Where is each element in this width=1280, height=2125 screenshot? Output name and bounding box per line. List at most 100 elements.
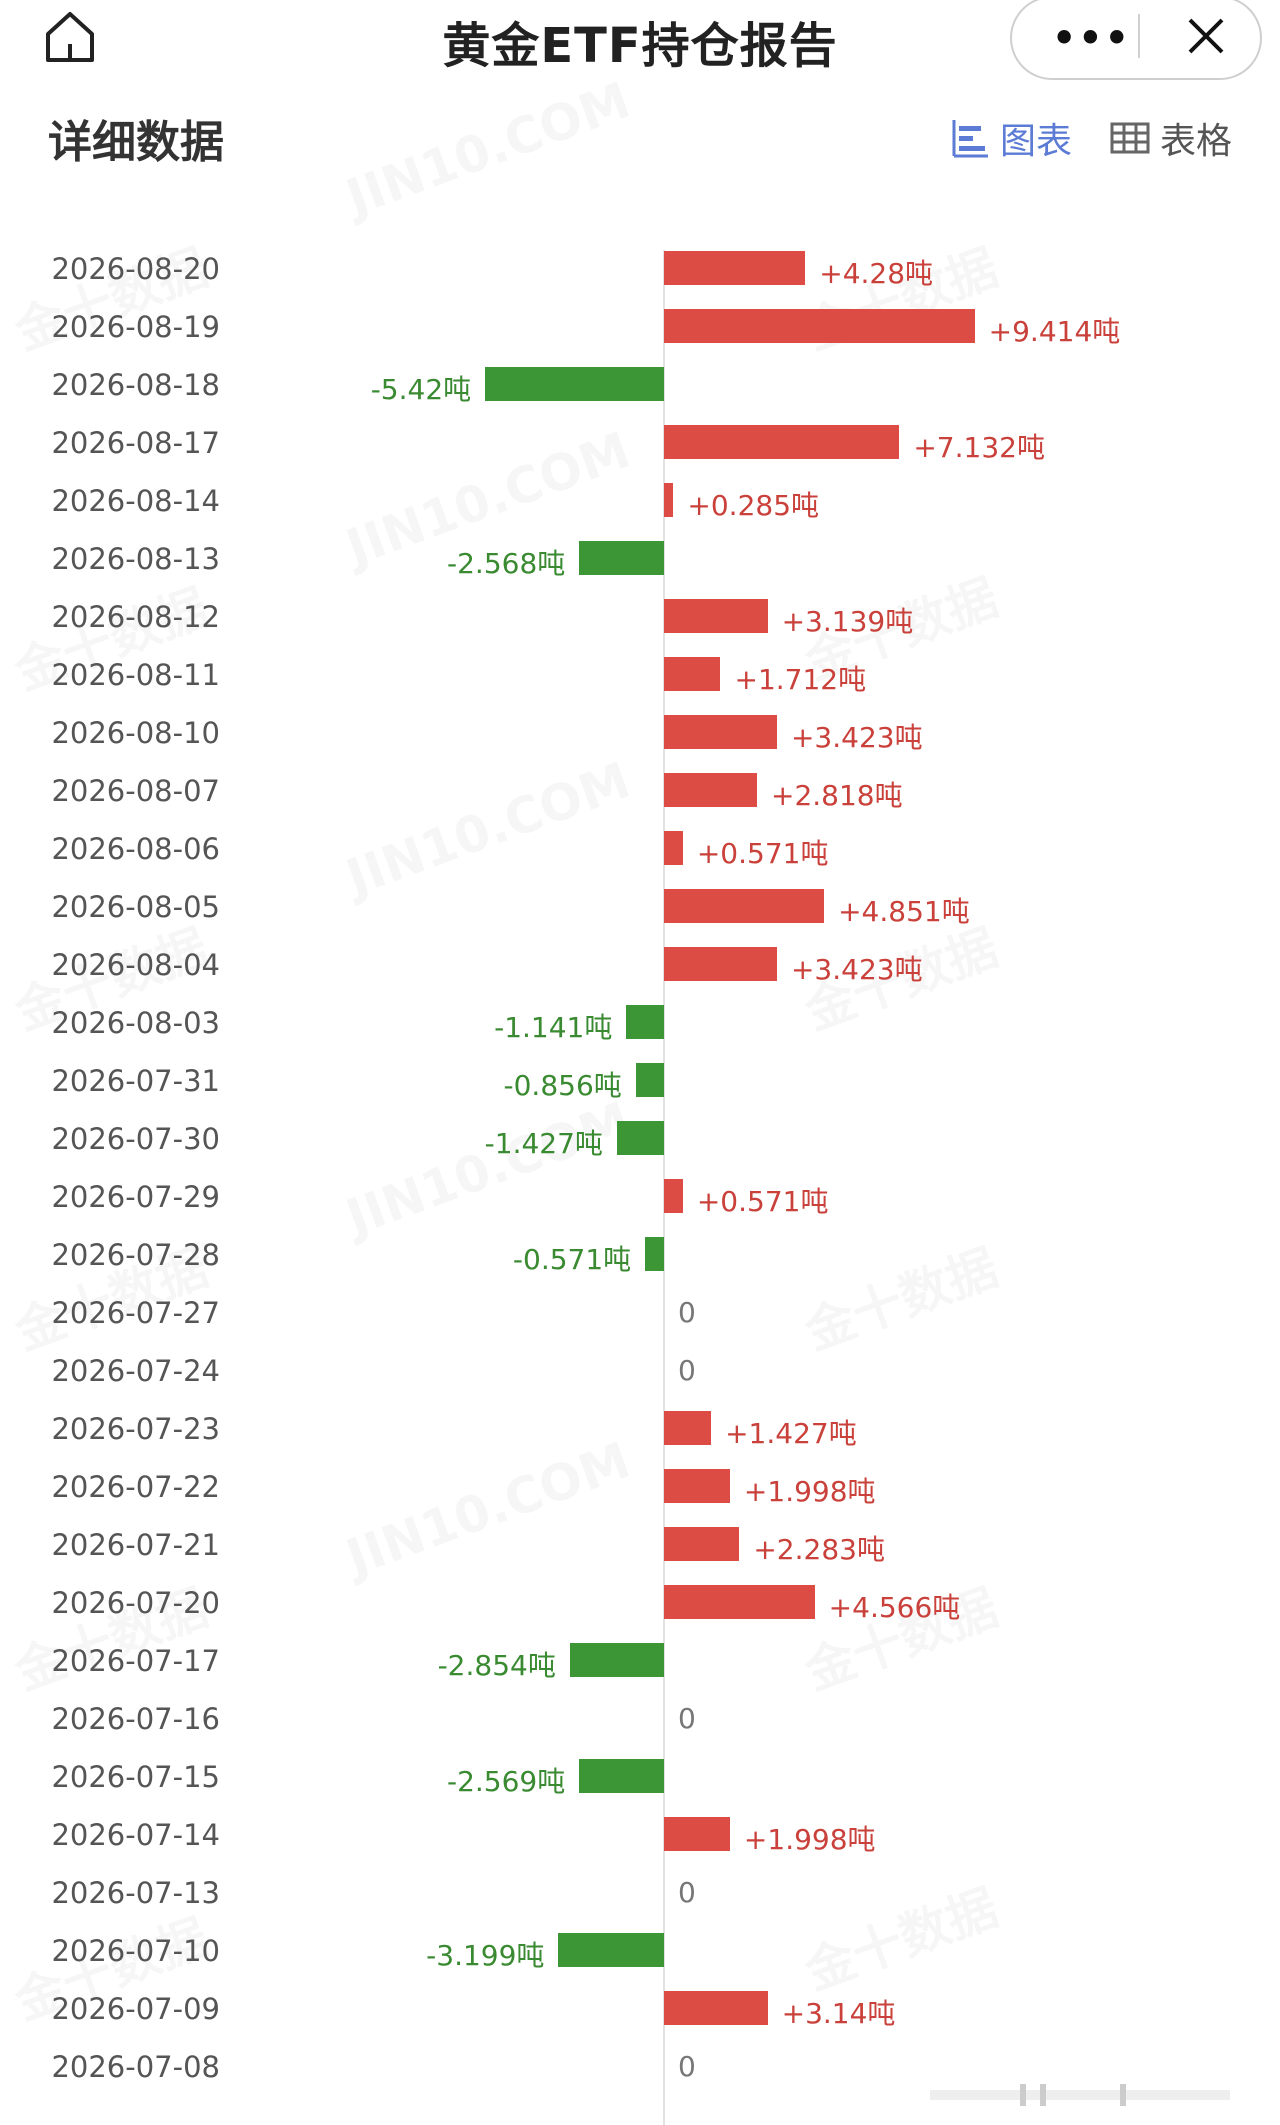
value-label: -2.569吨 [446,1765,566,1798]
bar-positive[interactable] [664,1527,740,1561]
chart-row: 2026-08-04 +3.423吨 [0,936,1280,994]
capsule-divider [1138,14,1140,58]
bar-chart-icon [952,120,988,158]
date-label: 2026-07-23 [51,1412,220,1446]
section-title: 详细数据 [48,117,224,168]
chart-row: 2026-08-10 +3.423吨 [0,704,1280,762]
bar-positive[interactable] [664,657,721,691]
bar-negative[interactable] [579,1759,664,1793]
chart-row: 2026-07-10 -3.199吨 [0,1922,1280,1980]
date-label: 2026-07-24 [51,1354,220,1388]
value-label: -1.427吨 [484,1127,603,1160]
mini-program-capsule: ••• [1010,0,1262,80]
value-label: +1.712吨 [734,663,867,696]
value-label: -3.199吨 [426,1939,545,1972]
chart-row: 2026-07-29 +0.571吨 [0,1168,1280,1226]
chart-row: 2026-07-17 -2.854吨 [0,1632,1280,1690]
bar-negative[interactable] [626,1005,664,1039]
chart-row: 2026-08-19 +9.414吨 [0,298,1280,356]
bar-positive[interactable] [664,1179,683,1213]
date-label: 2026-08-12 [51,600,220,634]
bar-negative[interactable] [579,541,664,575]
close-icon[interactable] [1182,12,1230,60]
bar-positive[interactable] [664,889,825,923]
chart-row: 2026-08-11 +1.712吨 [0,646,1280,704]
date-label: 2026-07-14 [51,1818,220,1852]
chart-row: 2026-07-20 +4.566吨 [0,1574,1280,1632]
bar-positive[interactable] [664,1469,730,1503]
date-label: 2026-07-30 [51,1122,220,1156]
bar-negative[interactable] [558,1933,664,1967]
page-title: 黄金ETF持仓报告 [442,18,838,74]
chart-row: 2026-08-14 +0.285吨 [0,472,1280,530]
date-label: 2026-07-28 [51,1238,220,1272]
chart-row: 2026-07-13 0 [0,1864,1280,1922]
value-label: +3.139吨 [781,605,914,638]
value-label: +1.427吨 [725,1417,857,1450]
date-label: 2026-08-19 [51,310,220,344]
date-label: 2026-07-16 [51,1702,220,1736]
date-label: 2026-08-18 [51,368,220,402]
bar-positive[interactable] [664,1991,768,2025]
chart-toggle-label: 图表 [1000,121,1073,162]
date-label: 2026-07-10 [51,1934,220,1968]
bar-positive[interactable] [664,599,768,633]
chart-row: 2026-07-22 +1.998吨 [0,1458,1280,1516]
bar-positive[interactable] [664,1817,730,1851]
footer-decoration [930,2084,1230,2106]
chart-row: 2026-07-08 0 [0,2038,1280,2096]
more-button[interactable]: ••• [1052,16,1131,60]
value-label: 0 [678,1354,696,1387]
value-label: +4.28吨 [819,257,934,290]
bar-positive[interactable] [664,947,777,981]
date-label: 2026-07-13 [51,1876,220,1910]
date-label: 2026-07-09 [51,1992,220,2026]
chart-row: 2026-07-27 0 [0,1284,1280,1342]
value-label: +0.571吨 [696,1185,829,1218]
bar-positive[interactable] [664,483,674,517]
home-icon [46,12,94,62]
chart-row: 2026-07-16 0 [0,1690,1280,1748]
bar-positive[interactable] [664,251,806,285]
bar-positive[interactable] [664,309,975,343]
chart-row: 2026-08-12 +3.139吨 [0,588,1280,646]
chart-row: 2026-08-06 +0.571吨 [0,820,1280,878]
chart-row: 2026-07-30 -1.427吨 [0,1110,1280,1168]
value-label: +2.283吨 [753,1533,885,1566]
date-label: 2026-07-15 [51,1760,220,1794]
value-label: +1.998吨 [743,1475,876,1508]
value-label: -0.856吨 [503,1069,622,1102]
date-label: 2026-08-14 [51,484,220,518]
value-label: 0 [678,1702,696,1735]
nav-bar: 黄金ETF持仓报告 ••• [0,0,1280,80]
value-label: +1.998吨 [743,1823,876,1856]
bar-positive[interactable] [664,715,777,749]
date-label: 2026-08-05 [51,890,220,924]
date-label: 2026-07-27 [51,1296,220,1330]
value-label: -2.854吨 [437,1649,556,1682]
bar-negative[interactable] [635,1063,664,1097]
table-view-toggle[interactable]: 表格 [1110,112,1232,164]
value-label: +4.566吨 [828,1591,961,1624]
bar-positive[interactable] [664,425,900,459]
bar-positive[interactable] [664,831,683,865]
home-button[interactable] [40,6,108,68]
chart-row: 2026-08-20 +4.28吨 [0,240,1280,298]
date-label: 2026-07-21 [51,1528,220,1562]
bar-negative[interactable] [569,1643,664,1677]
chart-row: 2026-07-09 +3.14吨 [0,1980,1280,2038]
value-label: -2.568吨 [447,547,566,580]
watermark: JIN10.COM [339,71,638,227]
chart-view-toggle[interactable]: 图表 [950,112,1072,164]
date-label: 2026-08-04 [51,948,220,982]
bar-positive[interactable] [664,1411,712,1445]
bar-positive[interactable] [664,1585,815,1619]
bar-negative[interactable] [616,1121,664,1155]
date-label: 2026-07-17 [51,1644,220,1678]
value-label: -1.141吨 [494,1011,613,1044]
bar-positive[interactable] [664,773,757,807]
bar-negative[interactable] [485,367,664,401]
chart-row: 2026-07-14 +1.998吨 [0,1806,1280,1864]
chart-row: 2026-07-31 -0.856吨 [0,1052,1280,1110]
bar-negative[interactable] [645,1237,664,1271]
